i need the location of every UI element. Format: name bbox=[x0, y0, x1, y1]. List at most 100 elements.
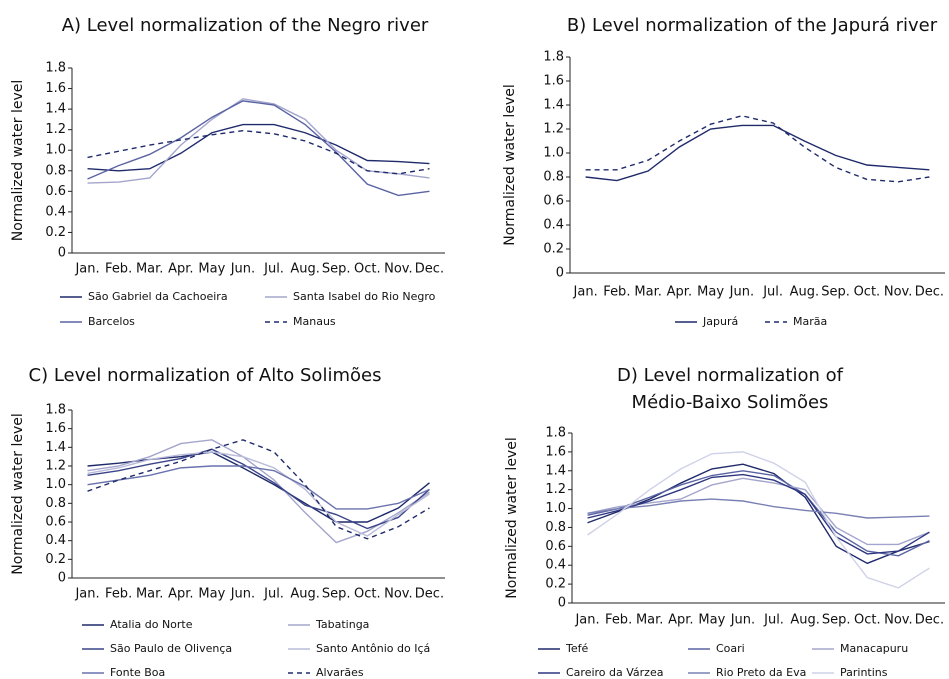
x-tick-label: May bbox=[697, 285, 724, 300]
x-tick-label: Apr. bbox=[667, 285, 692, 300]
legend-label: Manacapuru bbox=[840, 642, 908, 655]
series-line bbox=[87, 439, 430, 544]
legend-label: Coari bbox=[716, 642, 745, 655]
y-tick-label: 0.8 bbox=[543, 170, 564, 185]
x-tick-label: Jul. bbox=[763, 613, 784, 628]
y-tick-label: 0.2 bbox=[545, 577, 566, 592]
x-tick-label: Feb. bbox=[603, 285, 630, 300]
y-tick-label: 1.0 bbox=[45, 143, 66, 158]
y-tick-label: 1.2 bbox=[45, 459, 66, 474]
x-tick-label: Apr. bbox=[668, 613, 693, 628]
legend-label: Marãa bbox=[793, 315, 827, 328]
x-tick-label: Jan. bbox=[74, 587, 99, 602]
y-tick-label: 0.4 bbox=[45, 533, 66, 548]
y-tick-label: 0.6 bbox=[543, 194, 564, 209]
y-tick-label: 0.6 bbox=[45, 515, 66, 530]
legend-label: São Gabriel da Cachoeira bbox=[88, 290, 228, 303]
y-tick-label: 1.4 bbox=[545, 463, 566, 478]
x-tick-label: Feb. bbox=[105, 587, 132, 602]
x-tick-label: Dec. bbox=[915, 613, 944, 628]
x-tick-label: Jul. bbox=[263, 587, 284, 602]
y-tick-label: 0 bbox=[558, 596, 566, 611]
x-tick-label: Apr. bbox=[168, 262, 193, 277]
y-tick-label: 0.2 bbox=[45, 552, 66, 567]
y-tick-label: 0.4 bbox=[45, 204, 66, 219]
y-axis-label: Normalized water level bbox=[504, 437, 520, 598]
y-tick-label: 1.4 bbox=[45, 440, 66, 455]
x-tick-label: Jun. bbox=[230, 262, 255, 277]
x-tick-label: Nov. bbox=[884, 285, 913, 300]
y-axis-label: Normalized water level bbox=[10, 80, 26, 241]
legend-label: Fonte Boa bbox=[110, 666, 165, 679]
y-tick-label: 1.0 bbox=[45, 477, 66, 492]
y-tick-label: 0.8 bbox=[45, 163, 66, 178]
series-line bbox=[587, 473, 930, 555]
y-tick-label: 0.2 bbox=[45, 225, 66, 240]
x-tick-label: Jan. bbox=[573, 285, 598, 300]
series-line bbox=[587, 451, 930, 589]
y-tick-label: 1.4 bbox=[543, 98, 564, 113]
series-line bbox=[87, 448, 430, 530]
x-tick-label: Sep. bbox=[821, 285, 850, 300]
y-tick-label: 1.0 bbox=[543, 146, 564, 161]
legend-label: Tabatinga bbox=[315, 618, 369, 631]
legend-label: Atalia do Norte bbox=[110, 618, 193, 631]
y-tick-label: 1.6 bbox=[543, 74, 564, 89]
x-tick-label: Dec. bbox=[915, 285, 944, 300]
y-tick-label: 0 bbox=[58, 571, 66, 586]
x-tick-label: Feb. bbox=[105, 262, 132, 277]
y-tick-label: 1.8 bbox=[45, 61, 66, 76]
series-line bbox=[87, 451, 430, 537]
x-tick-label: Sep. bbox=[322, 262, 351, 277]
x-tick-label: Nov. bbox=[384, 587, 413, 602]
y-tick-label: 1.2 bbox=[545, 482, 566, 497]
y-axis-label: Normalized water level bbox=[10, 413, 26, 574]
series-line bbox=[587, 470, 930, 557]
x-tick-label: May bbox=[198, 262, 225, 277]
y-tick-label: 1.2 bbox=[543, 122, 564, 137]
x-tick-label: Jan. bbox=[574, 613, 599, 628]
y-tick-label: 0.8 bbox=[45, 496, 66, 511]
chart-title: B) Level normalization of the Japurá riv… bbox=[566, 15, 938, 36]
y-tick-label: 1.0 bbox=[545, 501, 566, 516]
x-tick-label: Dec. bbox=[415, 587, 444, 602]
series-line bbox=[87, 129, 430, 175]
legend-label: Parintins bbox=[840, 666, 888, 679]
series-line bbox=[587, 477, 930, 546]
x-tick-label: Mar. bbox=[136, 262, 163, 277]
series-line bbox=[87, 123, 430, 172]
x-tick-label: Mar. bbox=[136, 587, 163, 602]
series-line bbox=[87, 451, 430, 523]
x-tick-label: Mar. bbox=[634, 285, 661, 300]
x-tick-label: Jul. bbox=[762, 285, 783, 300]
legend-label: Tefé bbox=[565, 642, 588, 655]
legend-label: Barcelos bbox=[88, 315, 135, 328]
legend-label: Japurá bbox=[702, 315, 738, 328]
x-tick-label: Oct. bbox=[354, 262, 381, 277]
x-tick-label: Jun. bbox=[230, 587, 255, 602]
y-tick-label: 1.8 bbox=[45, 403, 66, 418]
series-line bbox=[585, 115, 930, 183]
x-tick-label: May bbox=[198, 587, 225, 602]
x-tick-label: Jan. bbox=[74, 262, 99, 277]
x-tick-label: Jun. bbox=[730, 613, 755, 628]
x-tick-label: Oct. bbox=[854, 285, 881, 300]
x-tick-label: Sep. bbox=[322, 587, 351, 602]
y-tick-label: 1.2 bbox=[45, 122, 66, 137]
y-tick-label: 0.4 bbox=[545, 558, 566, 573]
y-tick-label: 0 bbox=[58, 246, 66, 261]
legend-label: Rio Preto da Eva bbox=[716, 666, 806, 679]
x-tick-label: Aug. bbox=[790, 613, 820, 628]
legend-label: Santo Antônio do Içá bbox=[316, 642, 430, 655]
x-tick-label: Jun. bbox=[729, 285, 754, 300]
chart-title: C) Level normalization of Alto Solimões bbox=[28, 365, 382, 386]
legend-label: São Paulo de Olivença bbox=[110, 642, 232, 655]
series-line bbox=[587, 498, 930, 519]
x-tick-label: Apr. bbox=[168, 587, 193, 602]
series-line bbox=[87, 100, 430, 197]
y-tick-label: 1.8 bbox=[545, 426, 566, 441]
y-tick-label: 0 bbox=[556, 266, 564, 281]
series-line bbox=[87, 98, 430, 184]
legend-label: Careiro da Várzea bbox=[566, 666, 663, 679]
y-tick-label: 0.4 bbox=[543, 218, 564, 233]
